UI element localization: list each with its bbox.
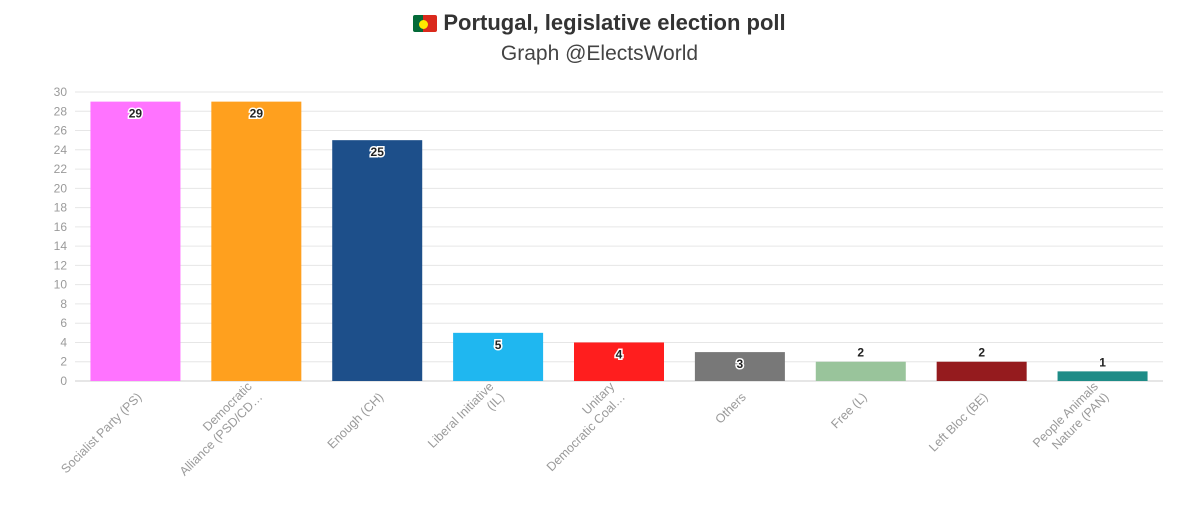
bar xyxy=(694,352,785,381)
y-tick-label: 30 xyxy=(54,85,68,99)
bar xyxy=(453,332,544,381)
y-tick-label: 24 xyxy=(54,143,68,157)
x-tick-label-line: Liberal Initiative xyxy=(425,379,496,450)
data-label: 5 xyxy=(495,338,502,352)
chart-title-row: Portugal, legislative election poll xyxy=(0,10,1199,36)
y-tick-label: 28 xyxy=(54,104,68,118)
y-tick-label: 14 xyxy=(54,239,68,253)
y-tick-label: 10 xyxy=(54,278,68,292)
chart-subtitle: Graph @ElectsWorld xyxy=(500,42,699,65)
y-tick-label: 22 xyxy=(54,162,68,176)
x-tick-label-line: Free (L) xyxy=(828,390,869,431)
x-tick-label: Free (L) xyxy=(828,390,869,431)
data-label: 4 xyxy=(616,347,623,361)
bar xyxy=(211,101,302,381)
y-tick-label: 26 xyxy=(54,124,68,138)
bar xyxy=(574,342,664,381)
y-tick-label: 20 xyxy=(54,181,68,195)
y-tick-label: 0 xyxy=(60,374,67,388)
x-tick-label: Socialist Party (PS) xyxy=(58,390,144,476)
y-tick-label: 18 xyxy=(54,201,68,215)
bar xyxy=(815,361,906,381)
y-tick-label: 2 xyxy=(60,355,67,369)
data-label: 25 xyxy=(371,145,385,159)
x-tick-label-line: Left Bloc (BE) xyxy=(926,390,990,454)
data-label: 29 xyxy=(250,107,264,121)
x-tick-label: Others xyxy=(712,390,748,426)
bar xyxy=(90,101,181,381)
data-label: 2 xyxy=(857,346,864,360)
data-label: 29 xyxy=(129,107,143,121)
x-tick-label: Left Bloc (BE) xyxy=(926,390,990,454)
data-label: 2 xyxy=(978,346,985,360)
data-label: 1 xyxy=(1099,355,1106,369)
y-tick-label: 12 xyxy=(54,258,68,272)
bar xyxy=(332,140,423,381)
data-label: 3 xyxy=(737,357,744,371)
x-tick-label: Enough (CH) xyxy=(325,390,386,451)
bar xyxy=(936,361,1027,381)
bar xyxy=(1057,371,1148,381)
y-tick-label: 6 xyxy=(60,316,67,330)
x-tick-label: Liberal Initiative(IL) xyxy=(425,379,507,450)
y-tick-label: 8 xyxy=(60,297,67,311)
y-tick-label: 4 xyxy=(60,335,67,349)
y-tick-label: 16 xyxy=(54,220,68,234)
portugal-flag-icon xyxy=(413,14,438,32)
x-tick-label-line: Enough (CH) xyxy=(325,390,386,451)
x-tick-label-line: Others xyxy=(712,390,748,426)
chart-title: Portugal, legislative election poll xyxy=(443,10,786,35)
x-tick-label-line: Socialist Party (PS) xyxy=(58,390,144,476)
